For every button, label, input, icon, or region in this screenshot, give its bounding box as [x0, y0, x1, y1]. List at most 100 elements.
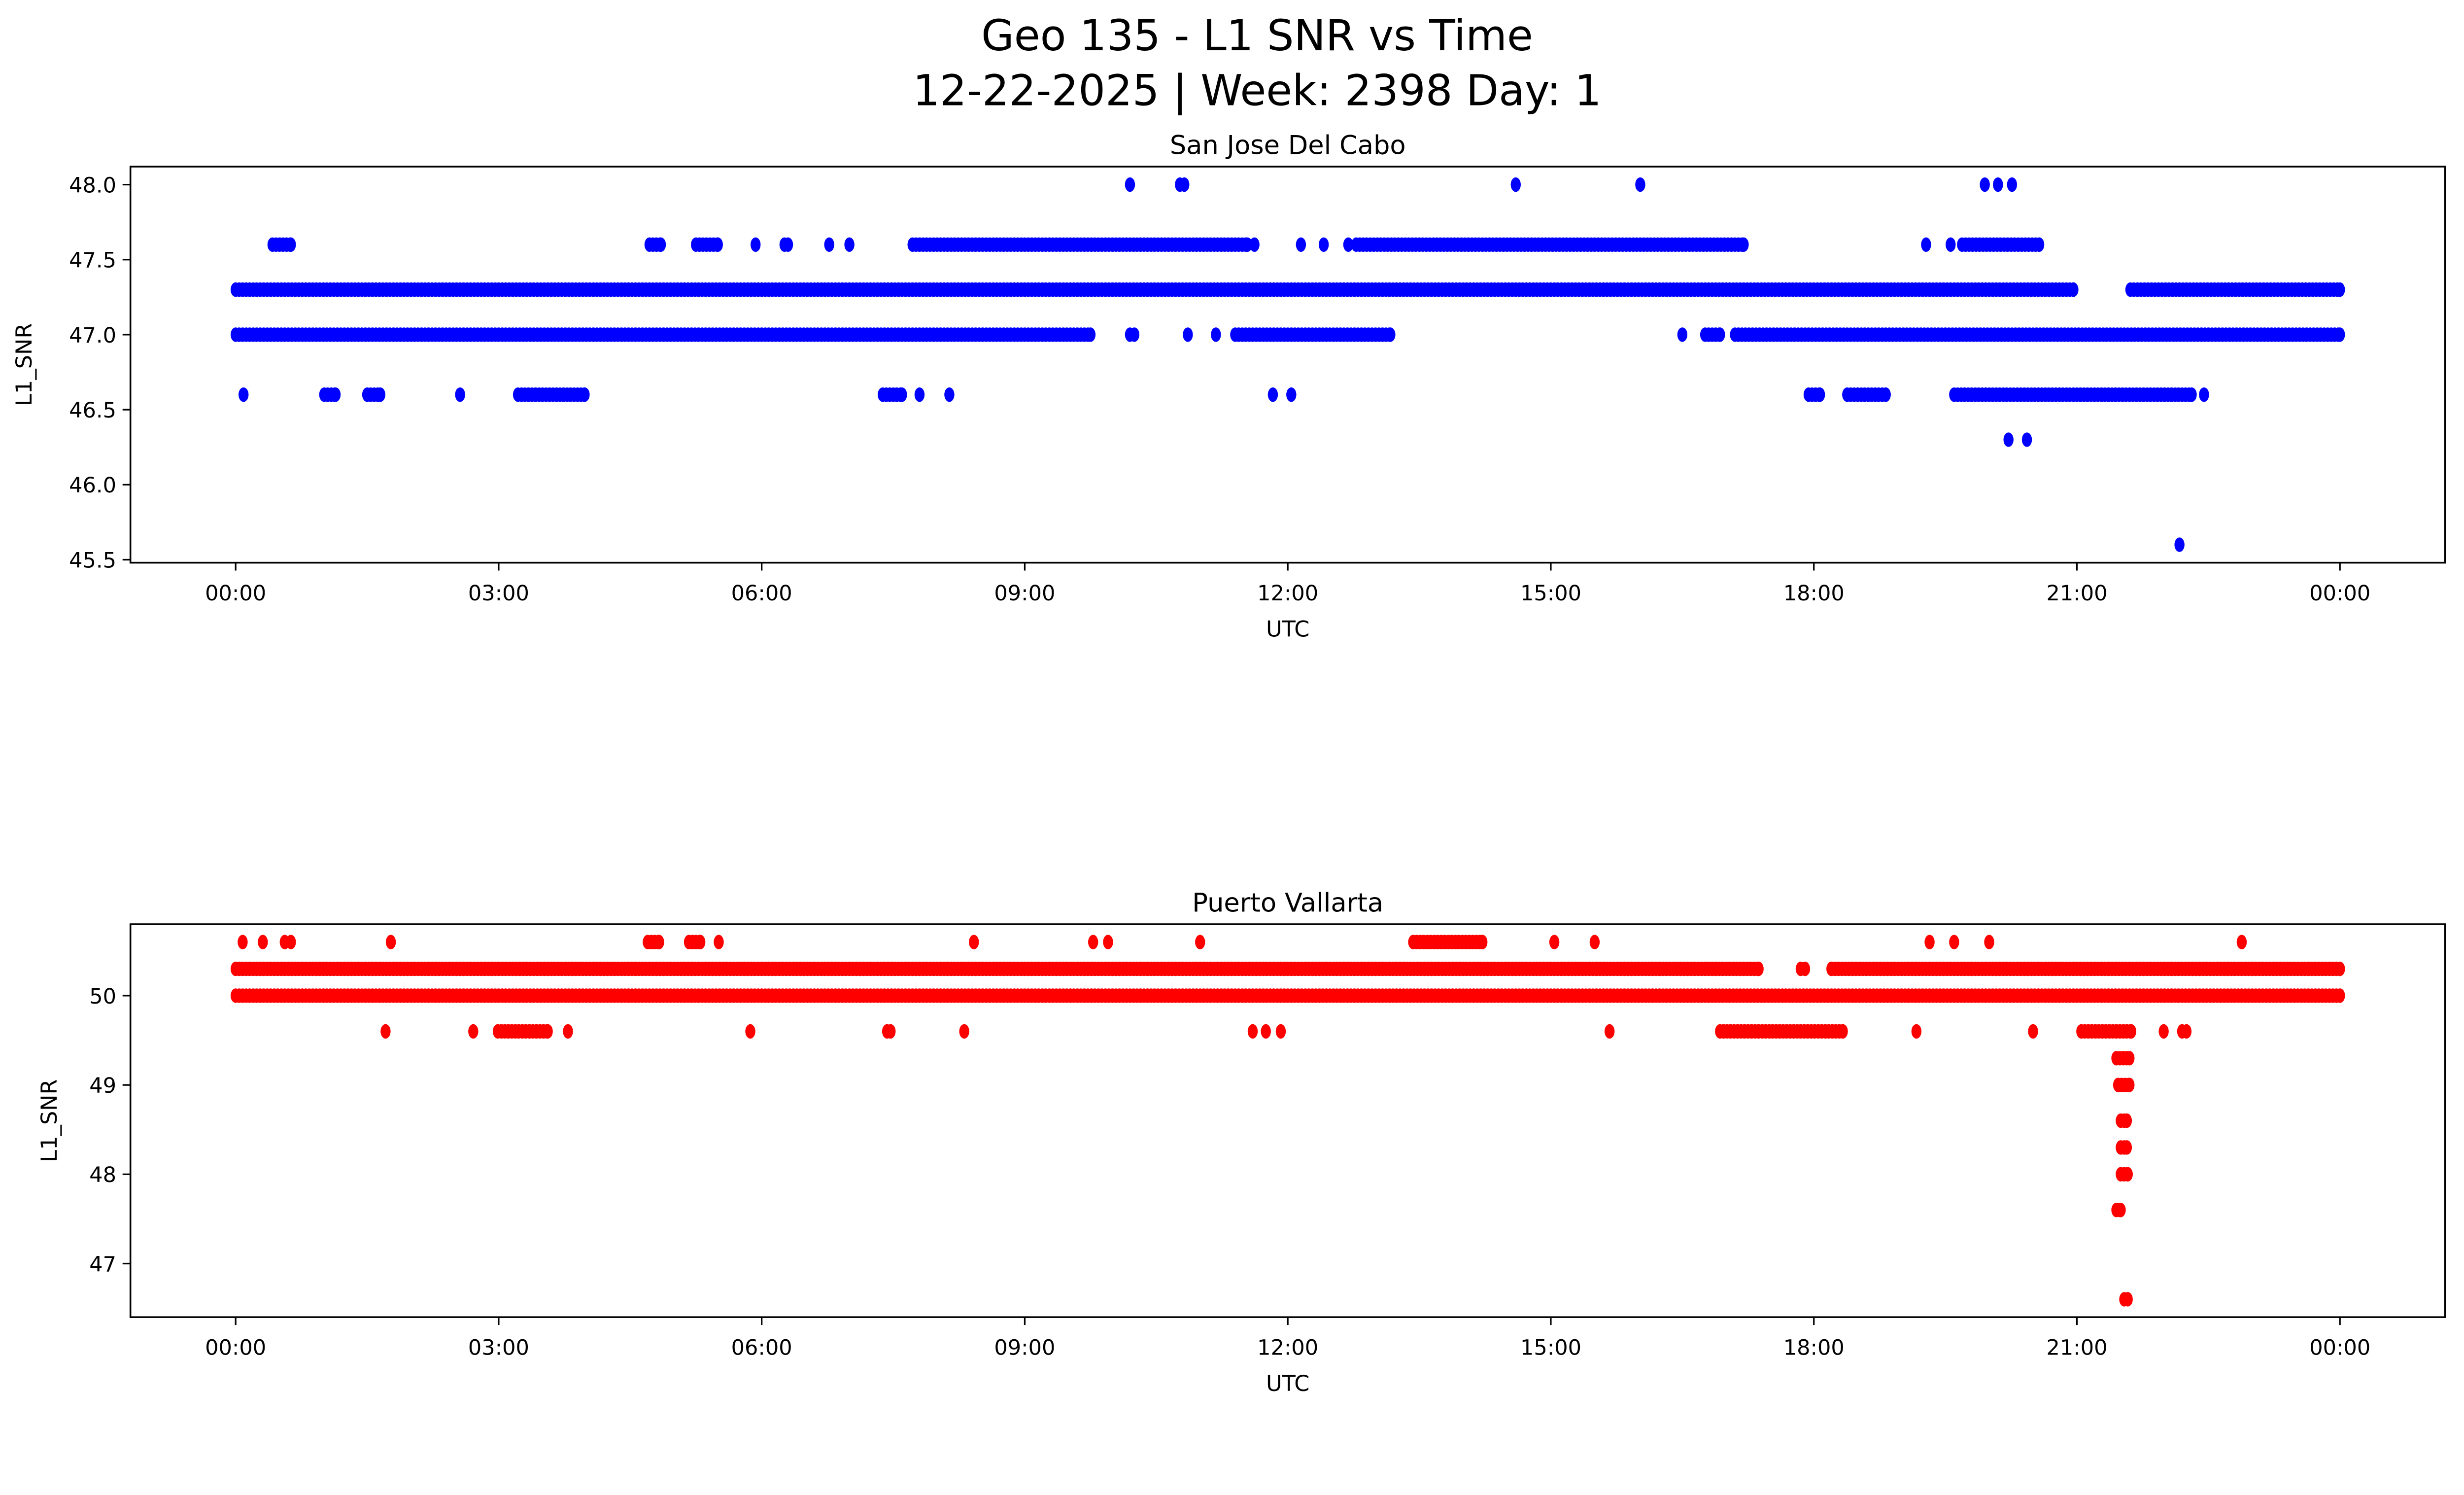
data-point	[1510, 177, 1521, 192]
data-point	[1385, 327, 1396, 342]
y-tick-label: 48.0	[69, 173, 116, 198]
data-point	[468, 1024, 479, 1039]
data-point	[944, 387, 955, 402]
data-point	[1088, 935, 1098, 949]
data-point	[2158, 1024, 2169, 1039]
data-point	[1980, 177, 1990, 192]
data-point	[713, 237, 723, 252]
x-tick-label: 15:00	[1520, 581, 1581, 606]
data-point	[695, 935, 706, 949]
x-tick-label: 12:00	[1257, 581, 1318, 606]
data-point	[1318, 237, 1329, 252]
data-point	[2335, 988, 2345, 1003]
x-axis-label: UTC	[1266, 616, 1309, 642]
y-tick-label: 47.5	[69, 248, 116, 273]
data-point	[1477, 935, 1488, 949]
data-point	[1249, 237, 1260, 252]
data-point	[844, 237, 855, 252]
x-tick-label: 18:00	[1783, 581, 1845, 606]
data-point	[1129, 327, 1140, 342]
data-point	[2181, 1024, 2192, 1039]
x-tick-label: 00:00	[205, 1336, 266, 1360]
scatter-series	[230, 935, 2345, 1307]
subplot-title: San Jose Del Cabo	[1170, 130, 1406, 160]
data-point	[897, 387, 907, 402]
data-point	[2126, 1024, 2136, 1039]
data-point	[2174, 537, 2185, 552]
data-point	[2124, 1078, 2135, 1092]
data-point	[2236, 935, 2247, 949]
data-point	[2122, 1113, 2132, 1128]
data-point	[2122, 1140, 2132, 1155]
x-tick-label: 09:00	[994, 581, 1055, 606]
data-point	[1179, 177, 1190, 192]
data-point	[1949, 935, 1959, 949]
data-point	[543, 1024, 553, 1039]
data-point	[1589, 935, 1600, 949]
y-tick-label: 50	[89, 984, 116, 1009]
data-point	[886, 1024, 896, 1039]
figure-title-line1: Geo 135 - L1 SNR vs Time	[981, 11, 1533, 61]
data-point	[1924, 935, 1935, 949]
data-point	[380, 1024, 391, 1039]
data-point	[1125, 177, 1135, 192]
x-tick-label: 18:00	[1783, 1336, 1845, 1360]
subplot-title: Puerto Vallarta	[1192, 888, 1383, 918]
data-point	[2003, 432, 2014, 447]
x-tick-label: 21:00	[2046, 1336, 2107, 1360]
data-point	[1800, 961, 1811, 976]
y-axis-label: L1_SNR	[11, 323, 37, 406]
data-point	[1881, 387, 1891, 402]
data-point	[745, 1024, 755, 1039]
x-tick-label: 15:00	[1520, 1336, 1581, 1360]
data-point	[1838, 1024, 1848, 1039]
data-point	[959, 1024, 969, 1039]
x-tick-label: 12:00	[1257, 1336, 1318, 1360]
data-point	[1103, 935, 1113, 949]
figure-background	[0, 0, 2464, 1416]
data-point	[258, 935, 268, 949]
data-point	[2335, 282, 2345, 297]
data-point	[2122, 1292, 2133, 1307]
data-point	[1275, 1024, 1286, 1039]
data-point	[751, 237, 761, 252]
data-point	[455, 387, 465, 402]
data-point	[2068, 282, 2079, 297]
data-point	[824, 237, 834, 252]
data-point	[385, 935, 396, 949]
y-axis-label: L1_SNR	[36, 1079, 62, 1162]
data-point	[655, 237, 666, 252]
x-tick-label: 00:00	[2309, 1336, 2370, 1360]
data-point	[238, 387, 249, 402]
data-point	[563, 1024, 573, 1039]
data-point	[654, 935, 664, 949]
data-point	[1267, 387, 1278, 402]
figure-title-line2: 12-22-2025 | Week: 2398 Day: 1	[913, 67, 1601, 116]
x-tick-label: 03:00	[468, 1336, 529, 1360]
y-tick-label: 49	[89, 1074, 116, 1098]
data-point	[2034, 237, 2045, 252]
data-point	[2335, 961, 2345, 976]
data-point	[1677, 327, 1688, 342]
data-point	[1296, 237, 1306, 252]
y-tick-label: 45.5	[69, 548, 116, 573]
data-point	[330, 387, 341, 402]
x-tick-label: 00:00	[2309, 581, 2370, 606]
data-point	[1261, 1024, 1271, 1039]
data-point	[1343, 237, 1354, 252]
data-point	[286, 935, 296, 949]
data-point	[914, 387, 925, 402]
data-point	[1984, 935, 1994, 949]
data-point	[1739, 237, 1749, 252]
data-point	[714, 935, 724, 949]
data-point	[2007, 177, 2018, 192]
data-point	[1211, 327, 1221, 342]
data-point	[2335, 327, 2345, 342]
y-tick-label: 48	[89, 1163, 116, 1187]
figure: Geo 135 - L1 SNR vs Time 12-22-2025 | We…	[0, 0, 2464, 1416]
x-axis-label: UTC	[1266, 1371, 1309, 1396]
subplot-puerto-vallarta: Puerto Vallarta 00:00 03:00 06:00 09:00 12:00…	[36, 888, 2446, 1396]
data-point	[2028, 1024, 2038, 1039]
y-tick-label: 47	[89, 1252, 116, 1277]
data-point	[1195, 935, 1205, 949]
